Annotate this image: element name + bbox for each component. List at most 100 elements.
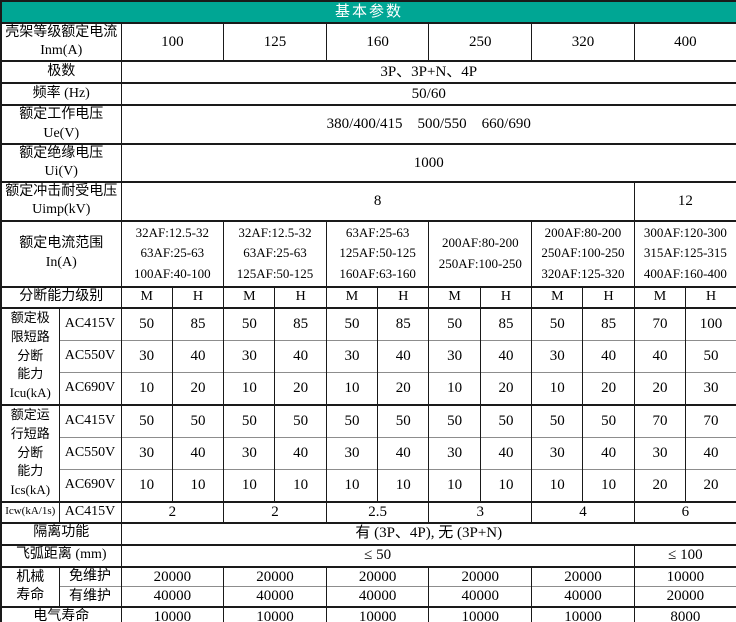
breaking-class-value: M <box>325 285 378 308</box>
row-label-frame-current: 壳架等级额定电流 Inm(A) <box>0 21 121 62</box>
ics-ac690v-value: 10 <box>274 469 327 502</box>
sub-label-icw-ac415v: AC415V <box>58 500 121 523</box>
breaking-class-value: H <box>274 285 327 308</box>
row-label-breaking-class: 分断能力级别 <box>0 285 121 308</box>
icw-value: 4 <box>531 500 635 523</box>
row-label-current-range: 额定电流范围 In(A) <box>0 219 121 287</box>
row-ics-ac415v: 额定运 行短路 分断 能力 Ics(kA) AC415V 50 50 50 50… <box>0 403 736 502</box>
arc-distance-main-value: ≤ 50 <box>120 543 635 567</box>
breaking-class-value: H <box>377 285 429 308</box>
ics-ac550v-value: 40 <box>582 437 635 470</box>
breaking-class-value: H <box>582 285 635 308</box>
icu-ac415v-value: 100 <box>685 306 736 341</box>
row-arc-distance: 飞弧距离 (mm) ≤ 50 ≤ 100 <box>0 543 736 567</box>
row-isolation: 隔离功能 有 (3P、4P), 无 (3P+N) <box>0 521 736 545</box>
mech-life-free-value: 10000 <box>633 565 736 587</box>
ics-ac415v-value: 50 <box>479 403 532 438</box>
icu-ac690v-value: 10 <box>223 372 275 405</box>
row-icw: Icw(kA/1s) AC415V 2 2 2.5 3 4 6 <box>0 500 736 523</box>
icu-ac415v-value: 85 <box>582 306 635 341</box>
ics-ac690v-value: 10 <box>531 469 583 502</box>
ics-ac550v-value: 40 <box>685 437 736 470</box>
breaking-class-value: M <box>428 285 481 308</box>
icu-ac690v-value: 20 <box>633 372 686 405</box>
icu-ac550v-value: 30 <box>428 340 481 373</box>
ics-ac415v-value: 50 <box>171 403 224 438</box>
mech-life-with-value: 40000 <box>120 586 224 607</box>
ics-ac415v-value: 50 <box>120 403 173 438</box>
mech-life-free-value: 20000 <box>325 565 429 587</box>
row-working-voltage: 额定工作电压 Ue(V) 380/400/415 500/550 660/690 <box>0 104 736 144</box>
frame-current-value: 125 <box>223 21 327 62</box>
ics-ac415v-value: 50 <box>582 403 635 438</box>
table-title: 基本参数 <box>1 0 736 23</box>
mech-life-with-value: 40000 <box>223 586 327 607</box>
row-label-frequency: 频率 (Hz) <box>0 82 121 106</box>
arc-distance-last-value: ≤ 100 <box>633 543 736 567</box>
icu-ac415v-value: 50 <box>531 306 583 341</box>
row-label-impulse-voltage: 额定冲击耐受电压 Uimp(kV) <box>0 181 121 221</box>
mech-life-free-value: 20000 <box>223 565 327 587</box>
icu-ac415v-value: 85 <box>377 306 429 341</box>
frame-current-value: 250 <box>428 21 532 62</box>
row-mech-life-with: 有维护 40000 40000 40000 40000 40000 20000 <box>1 586 736 607</box>
icu-ac415v-value: 50 <box>120 306 173 341</box>
ics-ac550v-value: 30 <box>223 437 275 470</box>
impulse-voltage-main-value: 8 <box>120 181 635 221</box>
row-mech-life-free: 机械 寿命 免维护 20000 20000 20000 20000 20000 … <box>0 565 736 607</box>
icu-ac690v-value: 20 <box>479 372 532 405</box>
icw-value: 3 <box>428 500 532 523</box>
icu-ac690v-value: 10 <box>120 372 173 405</box>
working-voltage-value: 380/400/415 500/550 660/690 <box>120 104 736 144</box>
sub-label-maintenance-free: 免维护 <box>58 565 121 587</box>
row-label-working-voltage: 额定工作电压 Ue(V) <box>0 104 121 144</box>
ics-ac690v-value: 10 <box>223 469 275 502</box>
icu-ac415v-value: 50 <box>223 306 275 341</box>
row-label-icu: 额定极 限短路 分断 能力 Icu(kA) <box>0 306 59 405</box>
current-range-value: 32AF:12.5-32 63AF:25-63 125AF:50-125 <box>223 219 327 287</box>
row-label-ics: 额定运 行短路 分断 能力 Ics(kA) <box>0 403 59 502</box>
current-range-value: 32AF:12.5-32 63AF:25-63 100AF:40-100 <box>120 219 224 287</box>
ics-ac550v-value: 40 <box>479 437 532 470</box>
ics-ac550v-value: 30 <box>531 437 583 470</box>
frame-current-value: 100 <box>120 21 224 62</box>
breaking-class-value: M <box>633 285 686 308</box>
sub-label-icu-ac415v: AC415V <box>58 306 121 341</box>
icu-ac415v-value: 85 <box>274 306 327 341</box>
icu-ac550v-value: 40 <box>274 340 327 373</box>
icu-ac690v-value: 20 <box>377 372 429 405</box>
row-impulse-voltage: 额定冲击耐受电压 Uimp(kV) 8 12 <box>0 181 736 221</box>
icu-ac690v-value: 30 <box>685 372 736 405</box>
mech-life-free-value: 20000 <box>531 565 635 587</box>
ics-ac690v-value: 10 <box>120 469 173 502</box>
sub-label-ics-ac690v: AC690V <box>58 469 121 502</box>
row-label-icw: Icw(kA/1s) <box>0 500 59 523</box>
ics-ac690v-value: 20 <box>633 469 686 502</box>
icw-value: 2.5 <box>325 500 429 523</box>
row-ics-ac690v: AC690V 10 10 10 10 10 10 10 10 10 10 20 … <box>1 469 736 502</box>
ics-ac415v-value: 50 <box>428 403 481 438</box>
icu-ac415v-value: 70 <box>633 306 686 341</box>
ics-ac690v-value: 10 <box>479 469 532 502</box>
icu-ac550v-value: 40 <box>377 340 429 373</box>
icu-ac690v-value: 20 <box>171 372 224 405</box>
ics-ac690v-value: 10 <box>582 469 635 502</box>
row-current-range: 额定电流范围 In(A) 32AF:12.5-32 63AF:25-63 100… <box>0 219 736 287</box>
icw-value: 6 <box>633 500 736 523</box>
ics-ac415v-value: 50 <box>223 403 275 438</box>
ics-ac550v-value: 40 <box>274 437 327 470</box>
elec-life-value: 10000 <box>428 606 532 622</box>
mech-life-with-value: 20000 <box>633 586 736 607</box>
sub-label-icu-ac550v: AC550V <box>58 340 121 373</box>
sub-label-with-maintenance: 有维护 <box>58 586 121 607</box>
row-label-isolation: 隔离功能 <box>0 521 121 545</box>
breaking-class-value: M <box>223 285 275 308</box>
row-label-insulation-voltage: 额定绝缘电压 Ui(V) <box>0 142 121 183</box>
row-label-elec-life: 电气寿命 <box>0 606 121 622</box>
row-label-poles: 极数 <box>0 60 121 84</box>
current-range-value: 200AF:80-200 250AF:100-250 320AF:125-320 <box>531 219 635 287</box>
ics-ac415v-value: 70 <box>685 403 736 438</box>
frequency-value: 50/60 <box>120 82 736 106</box>
row-ics-ac550v: AC550V 30 40 30 40 30 40 30 40 30 40 30 … <box>1 437 736 470</box>
icu-ac415v-value: 85 <box>479 306 532 341</box>
